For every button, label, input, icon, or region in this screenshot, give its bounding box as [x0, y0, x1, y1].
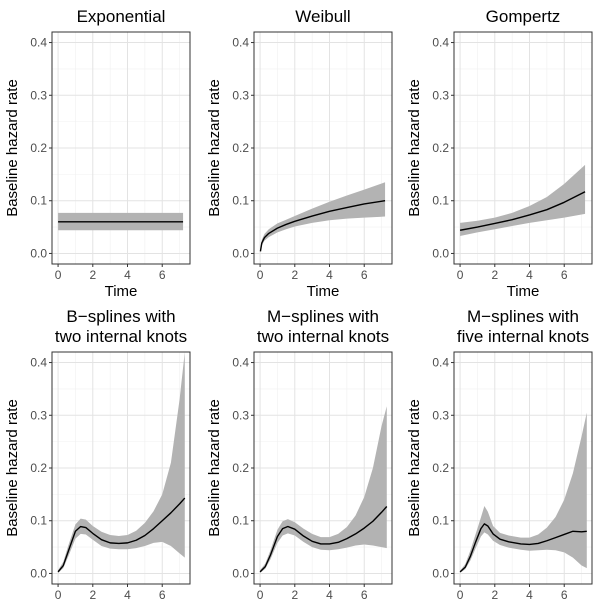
panel-4-y-axis-label: Baseline hazard rate [4, 399, 21, 537]
panel-1-x-tick-label: 4 [124, 268, 131, 282]
panel-5-x-tick-label: 2 [291, 588, 298, 600]
panel-6-y-tick-label: 0.0 [432, 566, 449, 580]
panel-6-y-tick-label: 0.2 [432, 461, 449, 475]
panel-6-x-tick-label: 2 [491, 588, 498, 600]
panel-2-x-tick-label: 6 [361, 268, 368, 282]
panel-1-y-tick-label: 0.3 [30, 88, 47, 102]
panel-2-y-tick-label: 0.2 [232, 141, 249, 155]
panel-2-y-tick-label: 0.4 [232, 36, 249, 50]
panel-4-y-tick-label: 0.1 [30, 514, 47, 528]
panel-4-y-tick-label: 0.2 [30, 461, 47, 475]
panel-6-y-axis-label: Baseline hazard rate [406, 399, 423, 537]
panel-3-ci-ribbon [460, 164, 586, 237]
panel-2-title-line-1: Weibull [295, 7, 350, 26]
panel-5-ci-ribbon [260, 406, 387, 573]
panel-3-x-tick-label: 4 [526, 268, 533, 282]
panel-2-y-tick-label: 0.1 [232, 194, 249, 208]
panel-4-hazard-line [57, 497, 186, 573]
panel-5-title-line-1: M−splines with [267, 307, 379, 326]
panel-3-y-tick-label: 0.3 [432, 88, 449, 102]
panel-3-y-tick-label: 0.0 [432, 246, 449, 260]
panel-1-title-line-1: Exponential [77, 7, 166, 26]
panel-2-x-tick-label: 0 [257, 268, 264, 282]
panel-2-y-axis-label: Baseline hazard rate [206, 79, 223, 217]
panel-4-y-tick-label: 0.4 [30, 356, 47, 370]
panel-1-y-tick-label: 0.2 [30, 141, 47, 155]
panel-6-y-tick-label: 0.3 [432, 408, 449, 422]
panel-6-x-tick-label: 0 [457, 588, 464, 600]
panel-5-y-tick-label: 0.2 [232, 461, 249, 475]
panel-3-hazard-line [459, 191, 586, 231]
panel-6-y-tick-label: 0.4 [432, 356, 449, 370]
panel-4-ci-ribbon [58, 352, 185, 573]
panel-2-x-axis-label: Time [307, 283, 340, 300]
panel-5-y-tick-label: 0.3 [232, 408, 249, 422]
panel-4-y-tick-label: 0.3 [30, 408, 47, 422]
panel-3-x-tick-label: 6 [561, 268, 568, 282]
panel-4-x-tick-label: 6 [159, 588, 166, 600]
panel-3-x-axis-label: Time [507, 283, 540, 300]
panel-6-x-tick-label: 6 [561, 588, 568, 600]
panel-1-y-axis-label: Baseline hazard rate [4, 79, 21, 217]
panel-3-y-tick-label: 0.1 [432, 194, 449, 208]
panel-2-hazard-line [259, 200, 386, 252]
panel-1-x-axis-label: Time [105, 283, 138, 300]
panel-1-y-tick-label: 0.1 [30, 194, 47, 208]
panel-3-y-tick-label: 0.2 [432, 141, 449, 155]
panel-2-x-tick-label: 4 [326, 268, 333, 282]
panel-5-y-axis-label: Baseline hazard rate [206, 399, 223, 537]
panel-6-title-line-1: M−splines with [467, 307, 579, 326]
panel-6-y-tick-label: 0.1 [432, 514, 449, 528]
panel-5-y-tick-label: 0.0 [232, 566, 249, 580]
panel-1-y-tick-label: 0.4 [30, 36, 47, 50]
panel-4-x-tick-label: 4 [124, 588, 131, 600]
panel-4-title-line-2: two internal knots [55, 327, 187, 346]
panel-5-x-tick-label: 4 [326, 588, 333, 600]
panel-2-y-tick-label: 0.3 [232, 88, 249, 102]
panel-3-x-tick-label: 2 [491, 268, 498, 282]
panel-6-title-line-2: five internal knots [457, 327, 589, 346]
panel-2-ci-ribbon [260, 182, 386, 253]
panel-4-x-tick-label: 0 [55, 588, 62, 600]
panel-6-x-tick-label: 4 [526, 588, 533, 600]
panel-1-x-tick-label: 2 [89, 268, 96, 282]
panel-5-x-tick-label: 0 [257, 588, 264, 600]
panel-1-y-tick-label: 0.0 [30, 246, 47, 260]
panel-4-y-tick-label: 0.0 [30, 566, 47, 580]
panel-2-y-tick-label: 0.0 [232, 246, 249, 260]
panel-3-y-axis-label: Baseline hazard rate [406, 79, 423, 217]
panel-5-y-tick-label: 0.4 [232, 356, 249, 370]
panel-2-x-tick-label: 2 [291, 268, 298, 282]
panel-1-x-tick-label: 6 [159, 268, 166, 282]
panel-3-x-tick-label: 0 [457, 268, 464, 282]
panel-1-x-tick-label: 0 [55, 268, 62, 282]
panel-3-y-tick-label: 0.4 [432, 36, 449, 50]
panel-4-title-line-1: B−splines with [66, 307, 175, 326]
panel-5-y-tick-label: 0.1 [232, 514, 249, 528]
panel-3-title-line-1: Gompertz [486, 7, 561, 26]
panel-5-title-line-2: two internal knots [257, 327, 389, 346]
panel-6-hazard-line [459, 523, 587, 573]
panel-4-x-tick-label: 2 [89, 588, 96, 600]
panel-5-hazard-line [259, 506, 388, 573]
panel-5-x-tick-label: 6 [361, 588, 368, 600]
